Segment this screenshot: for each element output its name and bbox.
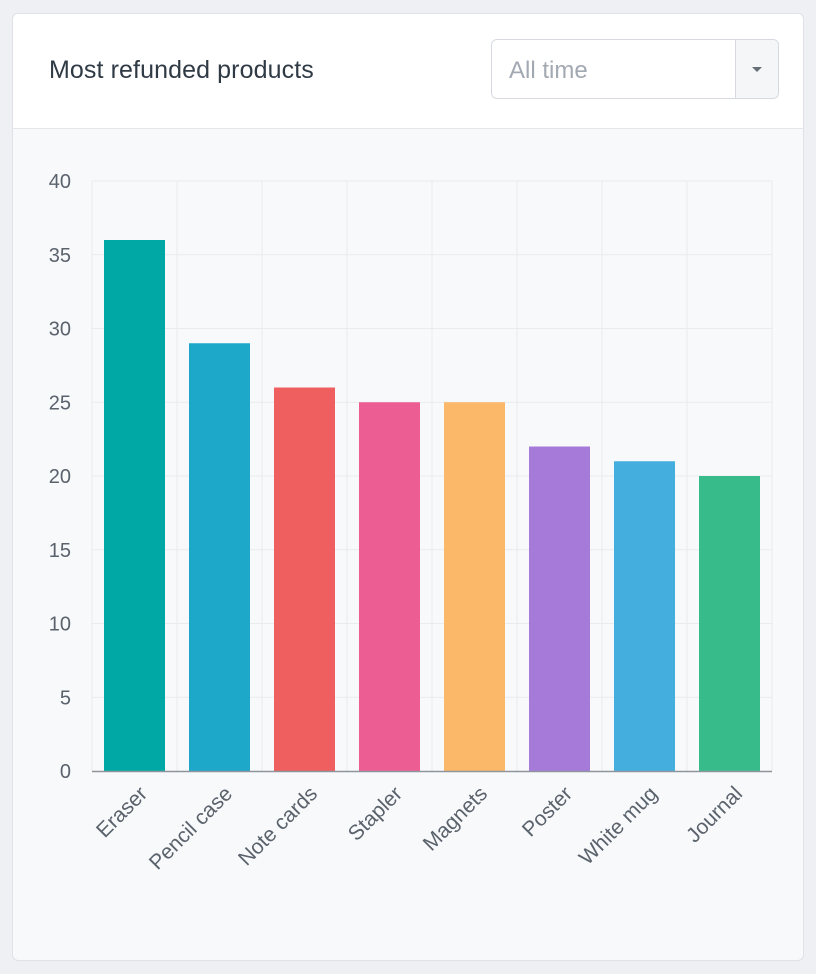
y-tick-label: 40 xyxy=(49,171,71,193)
bar-magnets xyxy=(444,402,505,771)
x-tick-label: Magnets xyxy=(419,782,492,855)
x-tick-label: Eraser xyxy=(92,782,152,842)
bar-poster xyxy=(529,446,590,771)
y-tick-label: 20 xyxy=(49,466,71,488)
period-select-value: All time xyxy=(509,57,588,84)
chevron-down-icon xyxy=(752,67,762,72)
x-tick-label: Note cards xyxy=(234,782,322,870)
y-tick-label: 10 xyxy=(49,614,71,636)
bar-pencil-case xyxy=(189,343,250,771)
refunds-card: Most refunded products All time 0 5 10 15 20… xyxy=(12,13,804,961)
bar-note-cards xyxy=(274,387,335,771)
y-tick-label: 35 xyxy=(49,245,71,267)
x-tick-label: Stapler xyxy=(344,782,407,845)
card-header: Most refunded products All time xyxy=(13,14,803,129)
x-tick-label: Poster xyxy=(518,782,577,841)
bar-eraser xyxy=(104,240,165,771)
card-title: Most refunded products xyxy=(49,56,314,84)
x-tick-label: Journal xyxy=(682,782,747,847)
bar-white-mug xyxy=(614,461,675,771)
bar-stapler xyxy=(359,402,420,771)
period-select-toggle[interactable] xyxy=(735,40,778,98)
y-tick-label: 5 xyxy=(60,687,71,709)
period-select[interactable]: All time xyxy=(491,39,779,99)
x-tick-label: White mug xyxy=(575,782,662,869)
y-tick-label: 15 xyxy=(49,540,71,562)
x-tick-label: Pencil case xyxy=(145,782,237,874)
y-tick-label: 25 xyxy=(49,392,71,414)
y-tick-label: 0 xyxy=(60,761,71,783)
bar-journal xyxy=(699,476,760,771)
y-tick-label: 30 xyxy=(49,319,71,341)
